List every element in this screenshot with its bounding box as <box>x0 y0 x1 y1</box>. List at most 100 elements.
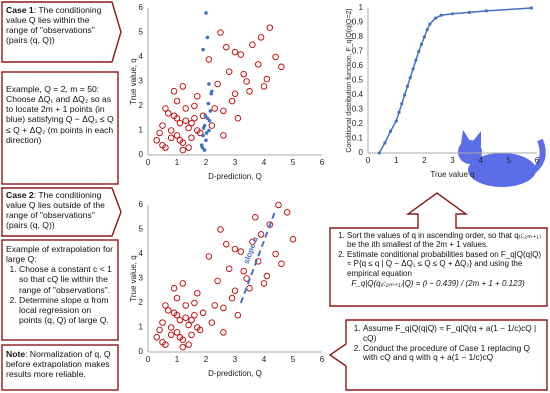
point <box>266 24 274 31</box>
point <box>246 285 253 292</box>
point <box>173 312 181 319</box>
extrapolation-box: Example of extrapolation for large Q: Ch… <box>6 244 114 325</box>
x-tick-label: 6 <box>535 156 540 165</box>
y-tick-label: 1 <box>359 3 364 12</box>
series-line <box>239 209 277 304</box>
point <box>214 80 221 88</box>
point <box>188 331 195 339</box>
step: Sort the values of q in ascending order,… <box>347 231 542 250</box>
point <box>257 231 265 238</box>
point <box>397 110 401 114</box>
point <box>188 119 195 127</box>
point <box>220 132 227 139</box>
point <box>237 51 245 58</box>
point <box>231 287 239 295</box>
point <box>214 277 221 285</box>
x-tick-label: 5 <box>291 355 296 364</box>
point <box>228 97 236 105</box>
example-box: Example, Q = 2, m = 50: Choose ΔQ₁ and Δ… <box>6 84 114 145</box>
equation: F_q|Q(q₍ᵢ:₂ₘ₊₁₎|Q) = (i − 0.439) / (2m +… <box>351 279 525 289</box>
point <box>405 84 410 88</box>
point <box>205 253 213 260</box>
point <box>417 49 421 54</box>
point <box>191 312 198 319</box>
point <box>260 83 268 90</box>
x-tick-label: 5 <box>291 158 296 167</box>
point <box>419 42 424 46</box>
y-tick-label: 0 <box>139 150 144 159</box>
case1-box: Case 1: The conditioning value Q lies wi… <box>6 5 110 46</box>
point <box>207 128 211 133</box>
point <box>210 89 214 94</box>
point <box>196 326 204 334</box>
series-line <box>378 7 532 154</box>
y-tick-label: 0 <box>359 148 364 157</box>
x-tick-label: 5 <box>507 156 512 165</box>
point <box>240 267 247 275</box>
point <box>159 338 166 346</box>
x-tick-label: 2 <box>422 156 427 165</box>
point <box>207 118 212 123</box>
point <box>185 321 192 329</box>
y-tick-label: 0 <box>139 347 144 356</box>
case-text: : The conditioning value Q lies within t… <box>6 5 102 46</box>
point <box>188 316 195 324</box>
y-tick-label: 2 <box>139 298 144 307</box>
point <box>196 129 204 137</box>
point <box>153 137 160 144</box>
point <box>246 88 253 95</box>
point <box>182 314 189 321</box>
cat <box>458 130 546 187</box>
point <box>411 67 415 71</box>
y-tick-label: 4 <box>139 249 144 258</box>
point <box>205 35 210 40</box>
case2-shape <box>1 187 122 237</box>
point <box>289 236 297 243</box>
y-tick-label: 0.3 <box>352 105 364 114</box>
cat-body <box>468 153 536 187</box>
point <box>179 280 187 287</box>
y-tick-label: 2 <box>139 101 144 110</box>
x-tick-label: 3 <box>233 158 238 167</box>
x-tick-label: 3 <box>233 355 238 364</box>
point <box>156 326 163 334</box>
point <box>272 53 279 61</box>
point <box>204 11 208 15</box>
point <box>204 138 208 143</box>
point <box>484 9 488 13</box>
point <box>383 141 387 145</box>
x-tick-label: 1 <box>175 158 180 167</box>
point <box>191 299 198 307</box>
point <box>176 316 184 324</box>
point <box>211 302 218 309</box>
point <box>234 114 242 122</box>
point <box>243 78 250 85</box>
point <box>194 289 201 297</box>
point <box>231 90 239 97</box>
point <box>179 146 187 154</box>
y-tick-label: 4 <box>139 52 144 61</box>
x-tick-label: 2 <box>204 158 209 167</box>
point <box>225 265 233 272</box>
point <box>167 134 175 142</box>
note-label: Note <box>6 349 26 359</box>
point <box>201 133 205 138</box>
point <box>217 29 224 36</box>
step-list: Sort the values of q in ascending order,… <box>334 231 542 278</box>
point <box>205 116 210 121</box>
point <box>434 16 438 20</box>
point <box>159 141 166 149</box>
point <box>165 307 172 314</box>
point <box>234 312 242 319</box>
y-tick-label: 0.9 <box>352 18 364 27</box>
step: Determine slope α from local regression … <box>19 295 114 325</box>
point <box>208 122 216 129</box>
point <box>450 12 455 16</box>
point <box>428 22 432 26</box>
point <box>278 63 285 71</box>
point <box>203 114 208 118</box>
point <box>170 285 178 292</box>
point <box>283 209 291 216</box>
point <box>220 107 227 115</box>
